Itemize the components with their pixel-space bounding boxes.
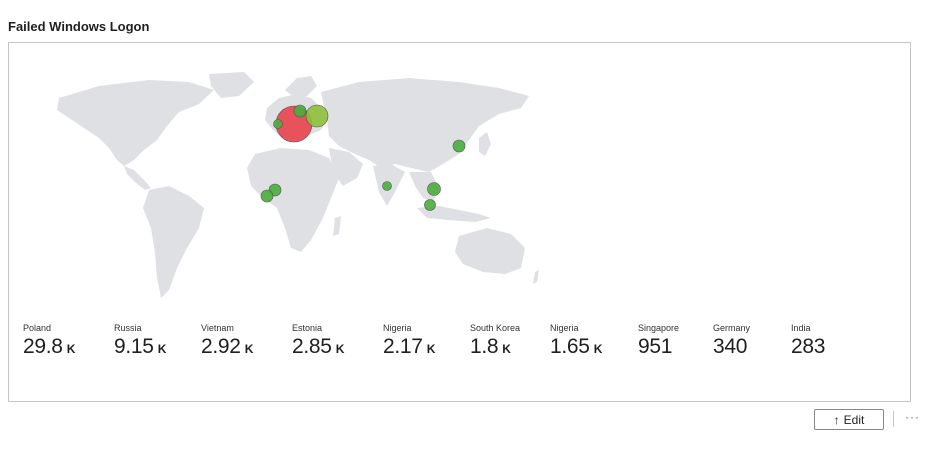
stat-value: 29.8 (23, 335, 63, 358)
toolbar-divider (893, 411, 894, 427)
stat-value: 2.92 (201, 335, 241, 358)
bubble-russia (305, 104, 329, 128)
stat-unit: K (157, 342, 167, 356)
stat-unit: K (335, 342, 345, 356)
stat-value: 2.85 (292, 335, 332, 358)
stat-value: 340 (713, 335, 748, 358)
stat-country: South Korea (470, 323, 521, 333)
stat-item[interactable]: Germany 340 (713, 323, 751, 359)
stat-country: Vietnam (201, 323, 234, 333)
bubble-singapore (424, 199, 436, 211)
world-map (57, 72, 539, 298)
more-options-button[interactable]: ··· (905, 410, 920, 424)
stat-value: 1.65 (550, 335, 590, 358)
up-arrow-icon: ↑ (833, 412, 840, 427)
stat-value: 951 (638, 335, 673, 358)
stat-item[interactable]: Vietnam 2.92 K (201, 323, 253, 359)
stat-item[interactable]: Nigeria 2.17 K (383, 323, 435, 359)
bubble-vietnam (427, 182, 441, 196)
stat-item[interactable]: Nigeria 1.65 K (550, 323, 602, 359)
stat-unit: K (502, 342, 511, 356)
stat-item[interactable]: India 283 (791, 323, 829, 359)
stat-country: India (791, 323, 811, 333)
bubble-india (382, 181, 392, 191)
stat-country: Nigeria (383, 323, 412, 333)
stat-country: Estonia (292, 323, 323, 333)
stat-value: 1.8 (470, 335, 499, 358)
stat-item[interactable]: Russia 9.15 K (114, 323, 166, 359)
bubble-estonia (293, 104, 307, 118)
bubble-nigeria-2 (260, 189, 274, 203)
edit-button-label: Edit (843, 412, 865, 427)
stat-value: 9.15 (114, 335, 154, 358)
stat-country: Singapore (638, 323, 680, 333)
stat-value: 283 (791, 335, 826, 358)
bubble-south-korea (452, 139, 466, 153)
widget-title: Failed Windows Logon (8, 19, 150, 34)
stat-country: Nigeria (550, 323, 579, 333)
stat-item[interactable]: Singapore 951 (638, 323, 679, 359)
bubble-germany (273, 119, 283, 129)
stat-unit: K (66, 342, 76, 356)
stat-country: Poland (23, 323, 52, 333)
stat-item[interactable]: Estonia 2.85 K (292, 323, 344, 359)
stats-row: Poland 29.8 K Russia 9.15 K Vietnam 2.92 K … (21, 323, 901, 373)
stat-unit: K (244, 342, 254, 356)
stat-country: Russia (114, 323, 142, 333)
bubbles (260, 104, 466, 211)
stat-country: Germany (713, 323, 751, 333)
stat-item[interactable]: Poland 29.8 K (23, 323, 75, 359)
map-panel: Poland 29.8 K Russia 9.15 K Vietnam 2.92 K … (8, 42, 911, 402)
stat-unit: K (426, 342, 436, 356)
edit-button[interactable]: ↑ Edit (814, 409, 884, 430)
stat-item[interactable]: South Korea 1.8 K (470, 323, 520, 359)
stat-unit: K (593, 342, 603, 356)
stat-value: 2.17 (383, 335, 423, 358)
